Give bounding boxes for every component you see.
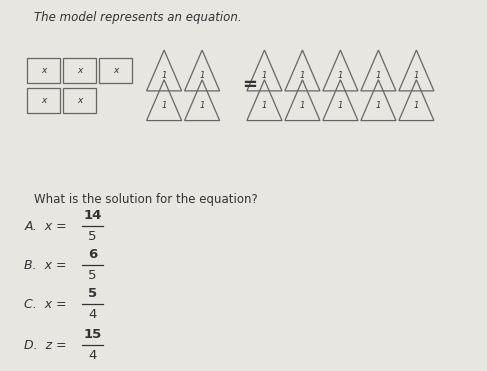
Text: 1: 1 [262, 71, 267, 80]
Text: 1: 1 [262, 101, 267, 109]
Text: 1: 1 [337, 71, 343, 80]
Text: A.  x =: A. x = [24, 220, 71, 233]
Text: =: = [243, 76, 257, 94]
Bar [99, 58, 132, 83]
Bar [27, 58, 60, 83]
Text: 1: 1 [413, 101, 419, 109]
Bar [63, 88, 96, 113]
Text: 1: 1 [161, 71, 167, 80]
Text: x: x [41, 96, 47, 105]
Text: D.  z =: D. z = [24, 338, 71, 352]
Text: x: x [77, 66, 83, 75]
Text: 1: 1 [375, 101, 381, 109]
Text: x: x [77, 96, 83, 105]
Text: 4: 4 [88, 349, 97, 362]
Bar [63, 58, 96, 83]
Text: 1: 1 [161, 101, 167, 109]
Text: 1: 1 [300, 101, 305, 109]
Text: x: x [113, 66, 119, 75]
Text: 5: 5 [88, 230, 97, 243]
Text: x: x [41, 66, 47, 75]
Text: 1: 1 [375, 71, 381, 80]
Text: 1: 1 [199, 71, 205, 80]
Text: 1: 1 [199, 101, 205, 109]
Bar [27, 88, 60, 113]
Text: 1: 1 [413, 71, 419, 80]
Text: 14: 14 [83, 209, 102, 223]
Text: 5: 5 [88, 269, 97, 282]
Text: B.  x =: B. x = [24, 259, 71, 272]
Text: 1: 1 [337, 101, 343, 109]
Text: 1: 1 [300, 71, 305, 80]
Text: 6: 6 [88, 248, 97, 262]
Text: 4: 4 [88, 308, 97, 321]
Text: C.  x =: C. x = [24, 298, 71, 311]
Text: 15: 15 [83, 328, 102, 341]
Text: The model represents an equation.: The model represents an equation. [34, 11, 242, 24]
Text: What is the solution for the equation?: What is the solution for the equation? [34, 193, 258, 206]
Text: 5: 5 [88, 287, 97, 301]
